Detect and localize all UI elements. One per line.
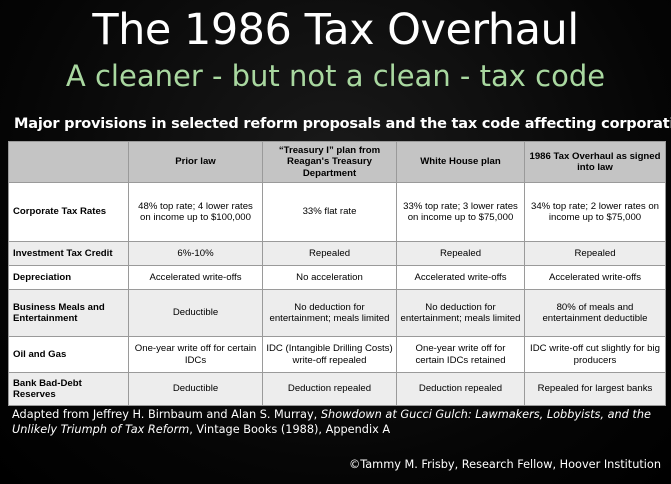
table-cell: Repealed <box>396 241 525 266</box>
table-cell: No deduction for entertainment; meals li… <box>396 289 525 337</box>
header-cell-treasury-plan: “Treasury I” plan from Reagan's Treasury… <box>262 141 397 183</box>
table-cell: IDC write-off cut slightly for big produ… <box>524 336 666 373</box>
row-label: Business Meals and Entertainment <box>8 289 129 337</box>
table-cell: Repealed <box>524 241 666 266</box>
table-cell: No acceleration <box>262 265 397 290</box>
header-cell-signed-law: 1986 Tax Overhaul as signed into law <box>524 141 666 183</box>
table-cell: No deduction for entertainment; meals li… <box>262 289 397 337</box>
table-cell: 33% flat rate <box>262 182 397 242</box>
table-header-row: Prior law “Treasury I” plan from Reagan'… <box>8 141 666 183</box>
table-cell: Accelerated write-offs <box>524 265 666 290</box>
table-cell: 80% of meals and entertainment deductibl… <box>524 289 666 337</box>
header-cell-white-house-plan: White House plan <box>396 141 525 183</box>
table-cell: Repealed <box>262 241 397 266</box>
table-row: Business Meals and Entertainment Deducti… <box>8 289 666 337</box>
table-cell: 48% top rate; 4 lower rates on income up… <box>128 182 263 242</box>
source-footnote: Adapted from Jeffrey H. Birnbaum and Ala… <box>12 407 662 437</box>
table-cell: Accelerated write-offs <box>128 265 263 290</box>
table-row: Depreciation Accelerated write-offs No a… <box>8 265 666 290</box>
table-cell: Deductible <box>128 372 263 406</box>
table-cell: 34% top rate; 2 lower rates on income up… <box>524 182 666 242</box>
table-cell: Accelerated write-offs <box>396 265 525 290</box>
table-caption: Major provisions in selected reform prop… <box>14 116 671 132</box>
row-label: Corporate Tax Rates <box>8 182 129 242</box>
table-cell: 6%-10% <box>128 241 263 266</box>
table-cell: 33% top rate; 3 lower rates on income up… <box>396 182 525 242</box>
header-cell-prior-law: Prior law <box>128 141 263 183</box>
table-cell: IDC (Intangible Drilling Costs) write-of… <box>262 336 397 373</box>
table-cell: Repealed for largest banks <box>524 372 666 406</box>
row-label: Depreciation <box>8 265 129 290</box>
slide-title: The 1986 Tax Overhaul <box>92 5 579 55</box>
footnote-prefix: Adapted from Jeffrey H. Birnbaum and Ala… <box>12 408 321 421</box>
table-cell: Deduction repealed <box>396 372 525 406</box>
header-cell-blank <box>8 141 129 183</box>
footnote-book-title: Showdown at Gucci Gulch: Lawmakers, Lobb… <box>12 408 651 436</box>
row-label: Investment Tax Credit <box>8 241 129 266</box>
row-label: Oil and Gas <box>8 336 129 373</box>
table-cell: Deduction repealed <box>262 372 397 406</box>
table-cell: Deductible <box>128 289 263 337</box>
table-row: Oil and Gas One-year write off for certa… <box>8 336 666 373</box>
table-row: Investment Tax Credit 6%-10% Repealed Re… <box>8 241 666 266</box>
footnote-suffix: , Vintage Books (1988), Appendix A <box>189 423 391 436</box>
table-row: Bank Bad-Debt Reserves Deductible Deduct… <box>8 372 666 406</box>
table-cell: One-year write off for certain IDCs <box>128 336 263 373</box>
table-row: Corporate Tax Rates 48% top rate; 4 lowe… <box>8 182 666 242</box>
table-cell: One-year write off for certain IDCs reta… <box>396 336 525 373</box>
row-label: Bank Bad-Debt Reserves <box>8 372 129 406</box>
slide-subtitle: A cleaner - but not a clean - tax code <box>65 59 606 93</box>
author-credit: ©Tammy M. Frisby, Research Fellow, Hoove… <box>348 458 661 471</box>
provisions-table: Prior law “Treasury I” plan from Reagan'… <box>8 141 666 406</box>
